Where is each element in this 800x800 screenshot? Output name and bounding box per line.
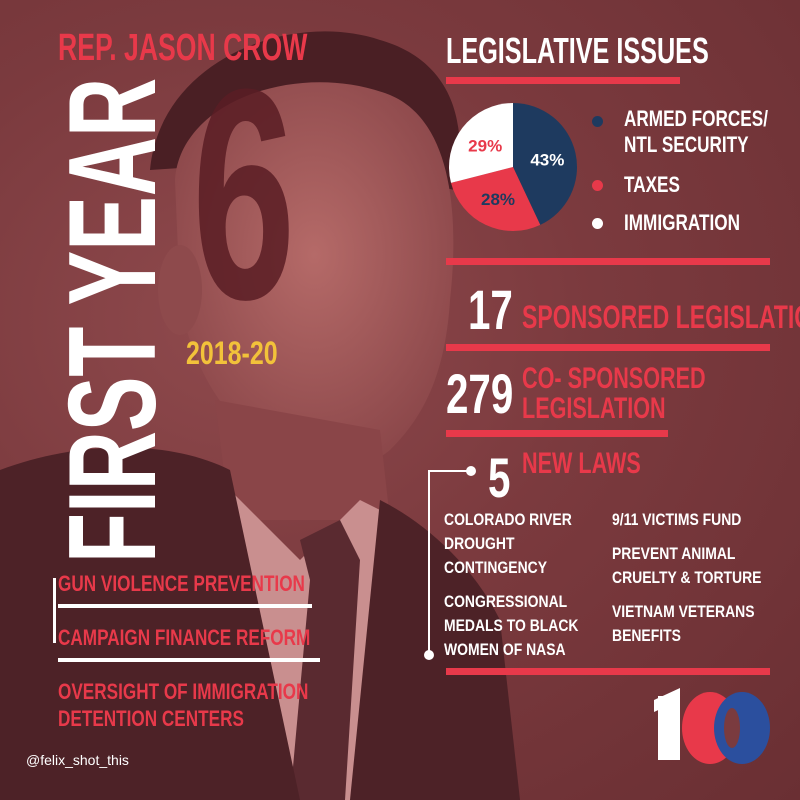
left-divider-line (53, 578, 56, 643)
priority-bar-2 (58, 658, 320, 662)
pie-slice-taxes-label: 28% (481, 190, 515, 209)
pie-slice-immigration-label: 29% (468, 136, 502, 155)
law-vietnam-line2: BENEFITS (612, 626, 681, 645)
first-year-title: FIRST YEAR (44, 77, 182, 564)
year-range: 2018-20 (186, 335, 278, 371)
rep-name: REP. JASON CROW (58, 27, 308, 69)
issues-pie-chart: 43% 28% 29% (449, 103, 577, 231)
issues-title: LEGISLATIVE ISSUES (446, 30, 709, 71)
law-animal-line2: CRUELTY & TORTURE (612, 568, 762, 587)
legend-armed-forces-line1: ARMED FORCES/ (624, 106, 768, 131)
law-vietnam-veterans: VIETNAM VETERANS BENEFITS (612, 600, 755, 648)
law-medals-line2: MEDALS TO BLACK (444, 616, 579, 635)
laws-label: NEW LAWS (522, 447, 641, 480)
legend-dot-armed-forces (592, 116, 603, 127)
laws-count: 5 (488, 446, 511, 509)
laws-connector-dot-bottom (424, 650, 434, 660)
law-911-victims: 9/11 VICTIMS FUND (612, 508, 741, 532)
pie-bottom-bar (446, 258, 770, 265)
cosponsored-count: 279 (446, 362, 514, 425)
pie-slice-immigration (449, 103, 513, 183)
sponsored-count: 17 (468, 278, 513, 341)
priority-gun-violence: GUN VIOLENCE PREVENTION (58, 571, 305, 596)
sponsored-bar (446, 344, 770, 351)
cosponsored-label-line1: CO- SPONSORED (522, 362, 706, 395)
logo-zero-hole (724, 708, 740, 748)
legend-armed-forces-line2: NTL SECURITY (624, 132, 749, 157)
laws-bottom-bar (446, 668, 770, 675)
legend-label-taxes: TAXES (624, 172, 680, 197)
law-911-line1: 9/11 VICTIMS FUND (612, 510, 742, 529)
logo-zero-blue (714, 692, 770, 764)
legend-dot-taxes (592, 180, 603, 191)
priority-immigration-oversight: OVERSIGHT OF IMMIGRATION DETENTION CENTE… (58, 678, 308, 732)
pie-slice-armed-forces-label: 43% (530, 150, 564, 169)
law-colorado-line2: DROUGHT (444, 534, 515, 553)
law-animal-cruelty: PREVENT ANIMAL CRUELTY & TORTURE (612, 542, 761, 590)
law-vietnam-line1: VIETNAM VETERANS (612, 602, 755, 621)
priority-campaign-finance: CAMPAIGN FINANCE REFORM (58, 625, 311, 650)
priority-immigration-line2: DETENTION CENTERS (58, 706, 244, 731)
law-colorado-river: COLORADO RIVER DROUGHT CONTINGENCY (444, 508, 572, 580)
laws-connector-horizontal (428, 470, 472, 472)
logo-10 (654, 687, 774, 770)
logo-one (658, 696, 680, 760)
district-number: 6 (192, 26, 296, 362)
priority-bar-1 (58, 604, 312, 608)
law-medals-line3: WOMEN OF NASA (444, 640, 566, 659)
laws-connector-dot-top (466, 466, 476, 476)
law-colorado-line1: COLORADO RIVER (444, 510, 572, 529)
legend-dot-immigration (592, 218, 603, 229)
priority-immigration-line1: OVERSIGHT OF IMMIGRATION (58, 679, 309, 704)
legend-label-immigration: IMMIGRATION (624, 210, 740, 235)
cosponsored-bar (446, 430, 668, 437)
cosponsored-label-line2: LEGISLATION (522, 392, 666, 425)
law-colorado-line3: CONTINGENCY (444, 558, 548, 577)
law-congressional-medals: CONGRESSIONAL MEDALS TO BLACK WOMEN OF N… (444, 590, 578, 662)
legend-label-armed-forces: ARMED FORCES/ NTL SECURITY (624, 106, 768, 158)
law-medals-line1: CONGRESSIONAL (444, 592, 568, 611)
issues-title-bar (446, 77, 680, 84)
photo-credit: @felix_shot_this (26, 752, 129, 768)
laws-connector-vertical (428, 470, 430, 654)
pie-slice-armed-forces (513, 103, 577, 225)
sponsored-label: SPONSORED LEGISLATION (522, 299, 800, 335)
cosponsored-label: CO- SPONSORED LEGISLATION (522, 364, 706, 424)
law-animal-line1: PREVENT ANIMAL (612, 544, 736, 563)
pie-slice-taxes (451, 167, 541, 231)
